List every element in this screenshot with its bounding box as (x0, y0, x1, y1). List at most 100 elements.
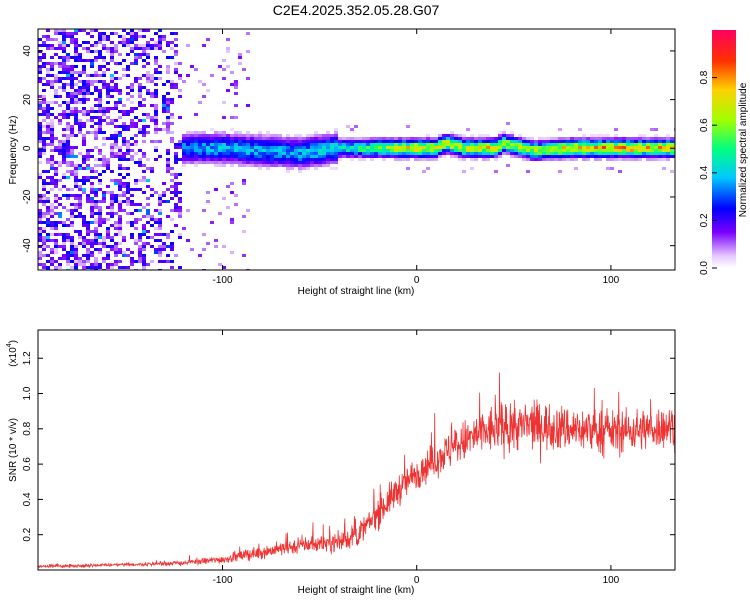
heatmap-cell (174, 203, 178, 206)
heatmap-cell (382, 143, 386, 146)
heatmap-cell (162, 83, 166, 86)
heatmap-cell (438, 149, 442, 152)
heatmap-cell (298, 155, 302, 158)
heatmap-cell (174, 173, 178, 176)
heatmap-cell (334, 131, 338, 134)
heatmap-cell (202, 161, 206, 164)
heatmap-cell (142, 257, 146, 260)
heatmap-cell (62, 194, 66, 197)
heatmap-cell (318, 161, 322, 164)
y-tick-label: 0.2 (22, 527, 33, 541)
heatmap-cell (518, 137, 522, 140)
heatmap-cell (46, 83, 50, 86)
heatmap-cell (42, 212, 46, 215)
heatmap-cell (274, 149, 278, 152)
heatmap-cell (490, 140, 494, 143)
heatmap-cell (126, 32, 130, 35)
heatmap-cell (142, 155, 146, 158)
heatmap-cell (46, 137, 50, 140)
heatmap-cell (90, 188, 94, 191)
heatmap-cell (594, 149, 598, 152)
heatmap-cell (126, 158, 130, 161)
heatmap-cell (670, 149, 674, 152)
heatmap-cell (42, 179, 46, 182)
heatmap-cell (590, 155, 594, 158)
heatmap-cell (110, 122, 114, 125)
heatmap-cell (150, 218, 154, 221)
heatmap-cell (110, 56, 114, 59)
heatmap-cell (62, 41, 66, 44)
heatmap-cell (290, 167, 294, 170)
heatmap-cell (646, 143, 650, 146)
heatmap-cell (42, 245, 46, 248)
heatmap-cell (622, 158, 626, 161)
heatmap-cell (226, 50, 230, 53)
heatmap-cell (70, 155, 74, 158)
heatmap-cell (90, 215, 94, 218)
heatmap-cell (466, 149, 470, 152)
heatmap-cell (50, 38, 54, 41)
heatmap-cell (106, 110, 110, 113)
heatmap-cell (502, 137, 506, 140)
heatmap-cell (274, 146, 278, 149)
heatmap-cell (146, 179, 150, 182)
heatmap-cell (558, 146, 562, 149)
heatmap-cell (294, 134, 298, 137)
heatmap-cell (542, 155, 546, 158)
heatmap-cell (50, 182, 54, 185)
heatmap-cell (150, 116, 154, 119)
heatmap-cell (362, 155, 366, 158)
heatmap-cell (94, 170, 98, 173)
heatmap-cell (198, 149, 202, 152)
heatmap-cell (78, 98, 82, 101)
heatmap-cell (222, 143, 226, 146)
heatmap-cell (306, 137, 310, 140)
heatmap-cell (82, 176, 86, 179)
heatmap-cell (566, 158, 570, 161)
heatmap-cell (106, 50, 110, 53)
heatmap-cell (330, 155, 334, 158)
heatmap-cell (650, 146, 654, 149)
heatmap-cell (154, 209, 158, 212)
heatmap-cell (110, 41, 114, 44)
heatmap-cell (46, 233, 50, 236)
heatmap-cell (326, 131, 330, 134)
heatmap-cell (154, 140, 158, 143)
heatmap-cell (658, 146, 662, 149)
heatmap-cell (258, 131, 262, 134)
heatmap-cell (354, 140, 358, 143)
heatmap-cell (410, 140, 414, 143)
heatmap-cell (70, 245, 74, 248)
heatmap-cell (146, 167, 150, 170)
heatmap-cell (526, 158, 530, 161)
heatmap-cell (110, 137, 114, 140)
heatmap-cell (654, 152, 658, 155)
heatmap-cell (110, 32, 114, 35)
heatmap-cell (322, 149, 326, 152)
heatmap-cell (590, 143, 594, 146)
heatmap-cell (130, 50, 134, 53)
heatmap-cell (658, 143, 662, 146)
heatmap-cell (466, 152, 470, 155)
heatmap-cell (262, 149, 266, 152)
heatmap-cell (102, 80, 106, 83)
heatmap-cell (246, 77, 250, 80)
heatmap-cell (174, 206, 178, 209)
heatmap-cell (90, 170, 94, 173)
heatmap-cell (122, 236, 126, 239)
heatmap-cell (190, 131, 194, 134)
heatmap-cell (46, 116, 50, 119)
heatmap-cell (266, 149, 270, 152)
heatmap-cell (38, 227, 42, 230)
heatmap-cell (58, 212, 62, 215)
heatmap-cell (38, 251, 42, 254)
heatmap-cell (666, 134, 670, 137)
heatmap-cell (78, 128, 82, 131)
heatmap-cell (90, 131, 94, 134)
heatmap-cell (54, 239, 58, 242)
heatmap-cell (478, 137, 482, 140)
heatmap-cell (122, 59, 126, 62)
heatmap-cell (466, 143, 470, 146)
heatmap-cell (50, 80, 54, 83)
heatmap-cell (222, 68, 226, 71)
